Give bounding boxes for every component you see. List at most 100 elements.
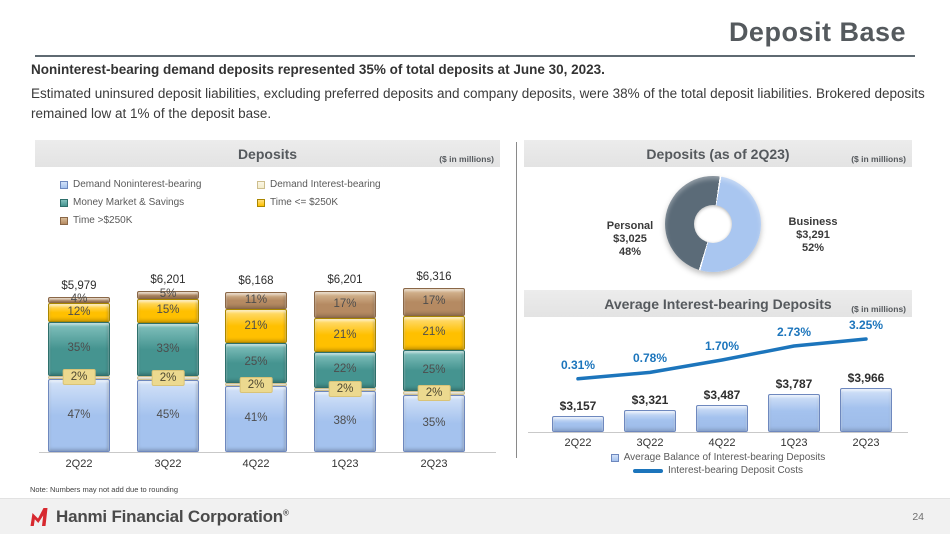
line-point-label: 1.70% — [704, 339, 740, 353]
footnote: Note: Numbers may not add due to roundin… — [30, 485, 179, 494]
segment-value-label: 4% — [70, 293, 88, 306]
bar-value-label: $3,157 — [559, 399, 597, 414]
bar-segment: 35% — [48, 321, 110, 376]
line-series-marker-icon — [632, 468, 663, 473]
page-title: Deposit Base — [728, 17, 906, 47]
legend-column: Demand Interest-bearing Time <= $250K — [257, 179, 454, 226]
title-rule — [35, 55, 915, 57]
business-slice-label: Business $3,291 52% — [768, 216, 858, 255]
legend-item: Demand Noninterest-bearing — [60, 179, 257, 190]
bar-value-label: $3,321 — [631, 393, 669, 408]
legend-swatch-icon — [257, 198, 265, 207]
legend-swatch-icon — [257, 180, 265, 189]
segment-value-label: 5% — [159, 288, 177, 301]
bar-segment: 25% — [403, 350, 465, 392]
avg-deposits-title: Average Interest-bearing Deposits — [604, 295, 832, 312]
bar-segment: 2% — [314, 381, 376, 398]
deposit-mix-header: Deposits (as of 2Q23) ($ in millions) — [524, 140, 912, 167]
legend-label: Time <= $250K — [270, 197, 339, 208]
headline-text: Noninterest-bearing demand deposits repr… — [31, 62, 605, 77]
segment-value-label: 33% — [156, 343, 180, 355]
segment-value-label: 21% — [422, 326, 446, 339]
bar-total-label: $6,201 — [327, 273, 363, 286]
segment-value-label: 17% — [333, 297, 357, 310]
legend-label: Time >$250K — [73, 215, 133, 226]
x-axis-tick-label: 4Q22 — [708, 437, 736, 449]
avg-balance-bar — [552, 416, 604, 432]
personal-slice-name: Personal — [606, 220, 654, 232]
x-axis-line — [528, 432, 908, 433]
x-axis-tick-label: 1Q23 — [331, 458, 359, 470]
line-point-label: 0.31% — [560, 357, 596, 372]
segment-value-label: 35% — [422, 416, 446, 429]
stacked-bar: 38% 2% 22% 21% 17% — [314, 291, 376, 452]
avg-balance-bar — [840, 387, 892, 432]
footer-bar: Hanmi Financial Corporation® 24 — [0, 498, 950, 534]
x-axis-tick-label: 2Q22 — [564, 437, 592, 449]
avg-balance-bar — [624, 410, 676, 432]
legend-item: Time <= $250K — [257, 197, 454, 208]
line-point-label: 3.25% — [848, 318, 884, 332]
x-axis-tick-label: 3Q22 — [154, 458, 182, 470]
hanmi-logo-icon — [30, 507, 48, 526]
bar-segment: 38% — [314, 390, 376, 452]
legend-label: Demand Interest-bearing — [270, 179, 381, 190]
segment-value-label: 25% — [422, 364, 446, 377]
body-text: Estimated uninsured deposit liabilities,… — [31, 86, 925, 121]
registered-mark: ® — [282, 507, 289, 517]
legend-item: Interest-bearing Deposit Costs — [632, 465, 803, 476]
bar-segment: 17% — [314, 291, 376, 319]
bar-segment: 41% — [225, 386, 287, 452]
legend-label: Money Market & Savings — [73, 197, 185, 208]
deposit-mix-donut-chart — [665, 176, 761, 272]
x-axis-tick-label: 4Q22 — [242, 458, 270, 470]
bar-segment: 15% — [137, 299, 199, 324]
bar-segment: 12% — [48, 302, 110, 322]
bar-segment: 47% — [48, 379, 110, 452]
segment-value-label: 2% — [151, 369, 185, 386]
legend-swatch-icon — [60, 216, 68, 225]
legend-column: Demand Noninterest-bearing Money Market &… — [60, 179, 257, 226]
segment-value-label: 45% — [156, 409, 180, 421]
bar-value-label: $3,487 — [703, 387, 741, 402]
segment-value-label: 2% — [417, 384, 451, 401]
bar-segment: 4% — [48, 293, 110, 306]
legend-swatch-icon — [60, 180, 68, 189]
bar-value-label: $3,966 — [847, 370, 885, 385]
deposit-mix-units-label: ($ in millions) — [851, 154, 906, 164]
panel-divider — [516, 142, 517, 458]
business-slice-value: $3,291 — [796, 229, 830, 241]
segment-value-label: 21% — [244, 319, 268, 332]
legend-label: Demand Noninterest-bearing — [73, 179, 202, 190]
line-point-label: 0.78% — [632, 351, 668, 366]
bar-segment: 2% — [403, 384, 465, 401]
personal-slice-value: $3,025 — [613, 233, 647, 245]
line-point-label: 2.73% — [776, 325, 812, 339]
company-name: Hanmi Financial Corporation® — [56, 507, 289, 527]
segment-value-label: 11% — [244, 293, 268, 306]
segment-value-label: 41% — [244, 412, 268, 425]
bar-segment: 21% — [403, 315, 465, 351]
segment-value-label: 38% — [333, 414, 357, 427]
segment-value-label: 12% — [67, 305, 91, 318]
company-name-text: Hanmi Financial Corporation — [56, 506, 283, 526]
segment-value-label: 47% — [67, 408, 91, 421]
business-slice-pct: 52% — [801, 242, 825, 254]
bar-series-marker-icon — [610, 453, 619, 462]
personal-slice-label: Personal $3,025 48% — [585, 220, 675, 259]
bar-total-label: $6,168 — [238, 274, 274, 287]
avg-balance-bar — [768, 394, 820, 432]
segment-value-label: 2% — [328, 381, 362, 398]
bar-segment: 45% — [137, 379, 199, 452]
legend-swatch-icon — [60, 198, 68, 207]
x-axis-tick-label: 3Q22 — [636, 437, 664, 449]
stacked-bar: 45% 2% 33% 15% 5% — [137, 288, 199, 452]
personal-slice-pct: 48% — [618, 246, 642, 258]
deposit-mix-title: Deposits (as of 2Q23) — [646, 145, 790, 162]
bar-segment: 33% — [137, 323, 199, 377]
legend-item: Demand Interest-bearing — [257, 179, 454, 190]
segment-value-label: 21% — [333, 328, 357, 341]
segment-value-label: 22% — [333, 363, 357, 376]
stacked-bar: 35% 2% 25% 21% 17% — [403, 288, 465, 452]
